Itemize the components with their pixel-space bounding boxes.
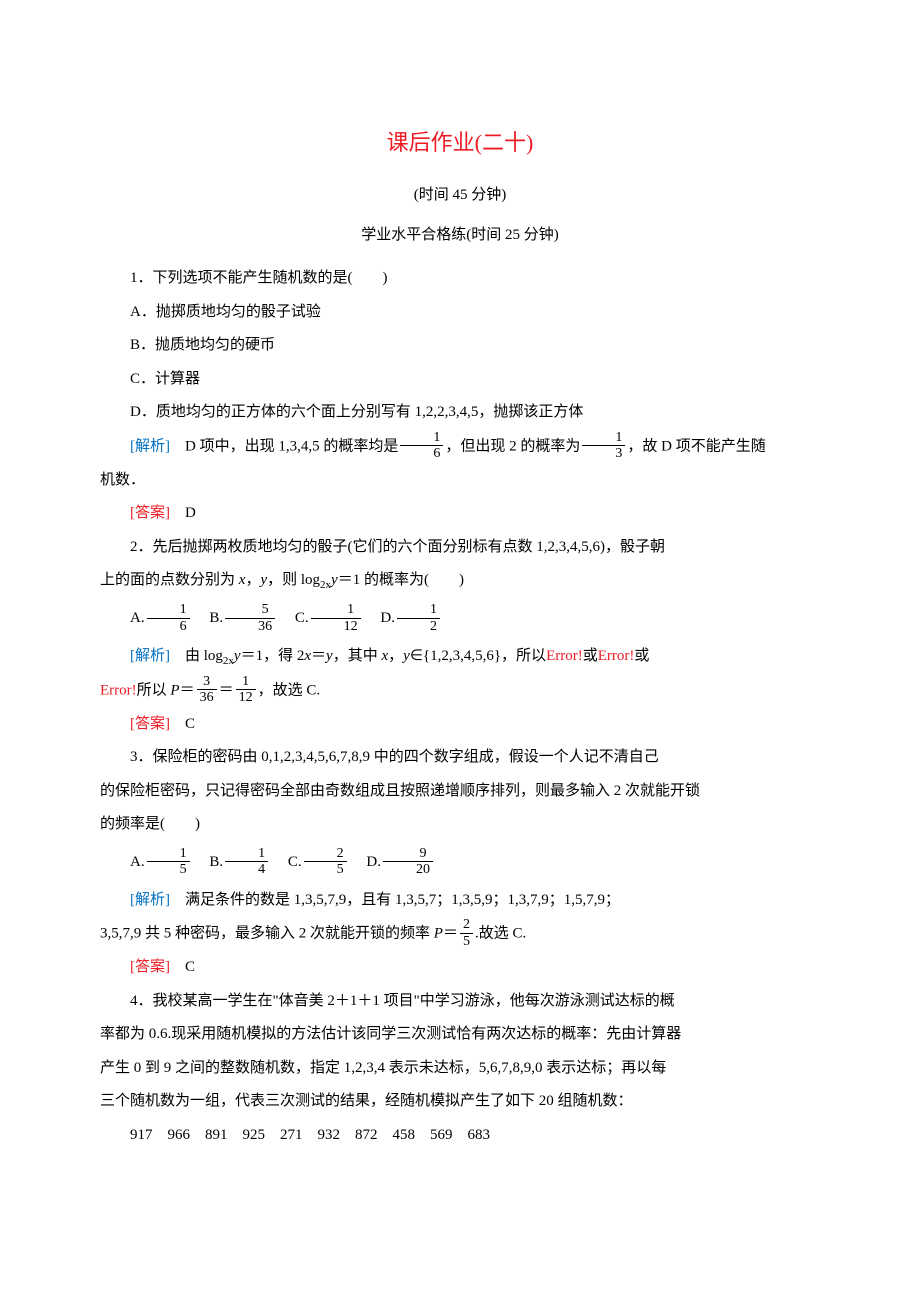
q3-option-b: B.14 — [209, 854, 270, 870]
q1-option-d: D．质地均匀的正方体的六个面上分别写有 1,2,2,3,4,5，抛掷该正方体 — [100, 397, 820, 429]
q1-analysis-line1: [解析] D 项中，出现 1,3,4,5 的概率均是16，但出现 2 的概率为1… — [100, 431, 820, 463]
q4-random-numbers: 917 966 891 925 271 932 872 458 569 683 — [100, 1120, 820, 1152]
q3-option-a: A.15 — [130, 854, 192, 870]
q3-analysis-line2: 3,5,7,9 共 5 种密码，最多输入 2 次就能开锁的频率 P＝25.故选 … — [100, 918, 820, 950]
q2-stem-line2: 上的面的点数分别为 x，y，则 log2xy＝1 的概率为( ) — [100, 565, 820, 597]
q1-answer: [答案] D — [100, 498, 820, 530]
page-title: 课后作业(二十) — [100, 120, 820, 166]
fraction-1-3: 13 — [582, 430, 625, 462]
fraction-1-6: 16 — [400, 430, 443, 462]
q1-analysis-line2: 机数． — [100, 465, 820, 497]
q1-option-a: A．抛掷质地均匀的骰子试验 — [100, 297, 820, 329]
q3-analysis-line1: [解析] 满足条件的数是 1,3,5,7,9，且有 1,3,5,7；1,3,5,… — [100, 885, 820, 917]
q2-analysis-line1: [解析] 由 log2xy＝1，得 2x＝y，其中 x，y∈{1,2,3,4,5… — [100, 641, 820, 673]
answer-label: [答案] — [130, 959, 170, 975]
q4-stem-line2: 率都为 0.6.现采用随机模拟的方法估计该同学三次测试恰有两次达标的概率：先由计… — [100, 1019, 820, 1051]
q1-analysis-text-2: ，但出现 2 的概率为 — [445, 438, 580, 454]
q1-stem: 1．下列选项不能产生随机数的是( ) — [100, 263, 820, 295]
q1-option-c: C．计算器 — [100, 364, 820, 396]
subtitle-time: (时间 45 分钟) — [100, 180, 820, 212]
q2-option-a: A.16 — [130, 610, 192, 626]
q2-options: A.16 B.536 C.112 D.12 — [100, 603, 820, 635]
q1-option-b: B．抛质地均匀的硬币 — [100, 330, 820, 362]
q1-analysis-text-3: ，故 D 项不能产生随 — [627, 438, 765, 454]
q2-answer-value: C — [170, 716, 195, 732]
q3-option-c: C.25 — [288, 854, 349, 870]
q2-answer: [答案] C — [100, 709, 820, 741]
q2-option-d: D.12 — [380, 610, 442, 626]
analysis-label: [解析] — [130, 892, 170, 908]
q4-stem-line4: 三个随机数为一组，代表三次测试的结果，经随机模拟产生了如下 20 组随机数： — [100, 1086, 820, 1118]
q3-options: A.15 B.14 C.25 D.920 — [100, 847, 820, 879]
q4-stem-line1: 4．我校某高一学生在"体音美 2＋1＋1 项目"中学习游泳，他每次游泳测试达标的… — [100, 986, 820, 1018]
q4-stem-line3: 产生 0 到 9 之间的整数随机数，指定 1,2,3,4 表示未达标，5,6,7… — [100, 1053, 820, 1085]
answer-label: [答案] — [130, 716, 170, 732]
q3-stem-line3: 的频率是( ) — [100, 809, 820, 841]
q2-option-c: C.112 — [295, 610, 363, 626]
q3-answer-value: C — [170, 959, 195, 975]
q3-stem-line2: 的保险柜密码，只记得密码全部由奇数组成且按照递增顺序排列，则最多输入 2 次就能… — [100, 776, 820, 808]
q3-stem-line1: 3．保险柜的密码由 0,1,2,3,4,5,6,7,8,9 中的四个数字组成，假… — [100, 742, 820, 774]
q1-answer-value: D — [170, 505, 196, 521]
q3-option-d: D.920 — [366, 854, 435, 870]
q1-analysis-text-1: D 项中，出现 1,3,4,5 的概率均是 — [170, 438, 398, 454]
q2-analysis-line2: Error!所以 P＝336＝112，故选 C. — [100, 675, 820, 707]
q2-option-b: B.536 — [209, 610, 277, 626]
answer-label: [答案] — [130, 505, 170, 521]
analysis-label: [解析] — [130, 438, 170, 454]
analysis-label: [解析] — [130, 648, 170, 664]
subtitle-section: 学业水平合格练(时间 25 分钟) — [100, 220, 820, 252]
q3-answer: [答案] C — [100, 952, 820, 984]
q2-stem-line1: 2．先后抛掷两枚质地均匀的骰子(它们的六个面分别标有点数 1,2,3,4,5,6… — [100, 532, 820, 564]
